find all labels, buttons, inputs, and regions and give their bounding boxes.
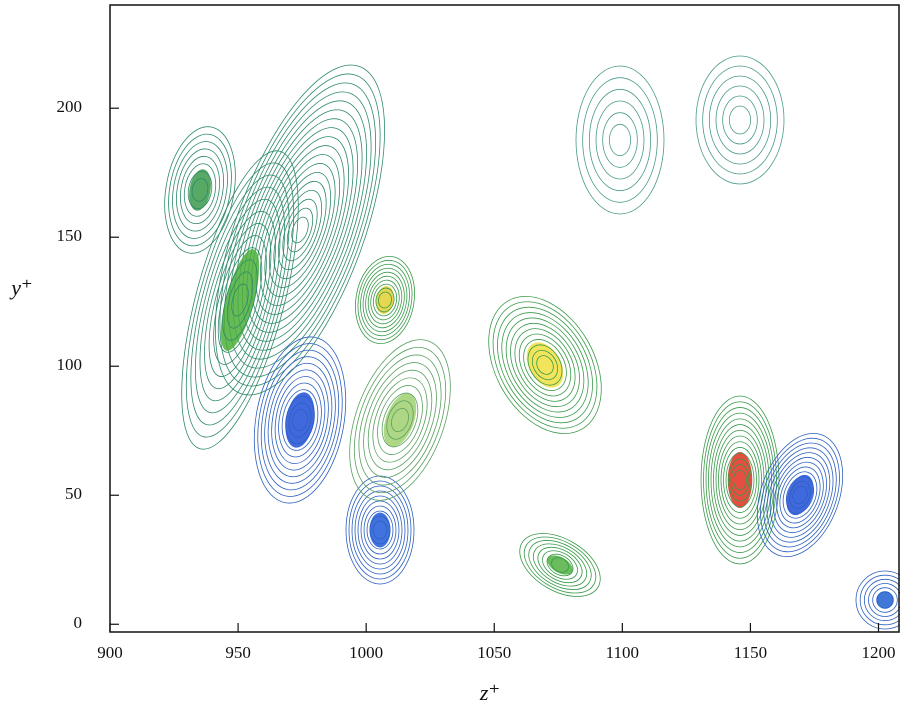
y-tick-label: 100 [57,355,83,374]
contour-line [583,78,658,203]
x-tick-label: 1100 [606,643,639,662]
contour-line [589,89,650,190]
x-axis-label: z⁺ [479,680,500,705]
vortex [242,330,358,511]
contour-line [709,76,770,164]
vortex-core [876,591,894,609]
vortex [466,276,625,453]
contour-line [703,66,778,174]
x-tick-label: 1050 [477,643,511,662]
x-tick-label: 1200 [862,643,896,662]
contour-line [723,96,758,144]
vortex-core [728,452,753,508]
x-tick-label: 1150 [734,643,767,662]
contour-line [238,135,363,326]
vortex-core [281,390,318,450]
y-tick-label: 150 [57,226,83,245]
contour-line [609,124,630,155]
vortex [346,476,414,584]
contour-field [155,45,900,629]
vortex [856,571,900,629]
y-axis-label: y⁺ [9,275,32,300]
x-tick-label: 1000 [349,643,383,662]
vortex-core [186,167,214,212]
x-tick-label: 950 [225,643,251,662]
contour-line [289,215,312,245]
x-tick-label: 900 [97,643,123,662]
contour-line [603,113,638,168]
y-tick-label: 0 [74,613,83,632]
vortex [509,520,611,609]
contour-line [729,106,750,134]
vortex [696,56,784,184]
y-tick-label: 200 [57,97,83,116]
vortex-core [544,551,576,578]
contour-line [250,155,349,305]
vortex [155,121,244,259]
vortex [349,252,421,349]
vortex [576,66,664,214]
y-tick-label: 50 [65,484,82,503]
